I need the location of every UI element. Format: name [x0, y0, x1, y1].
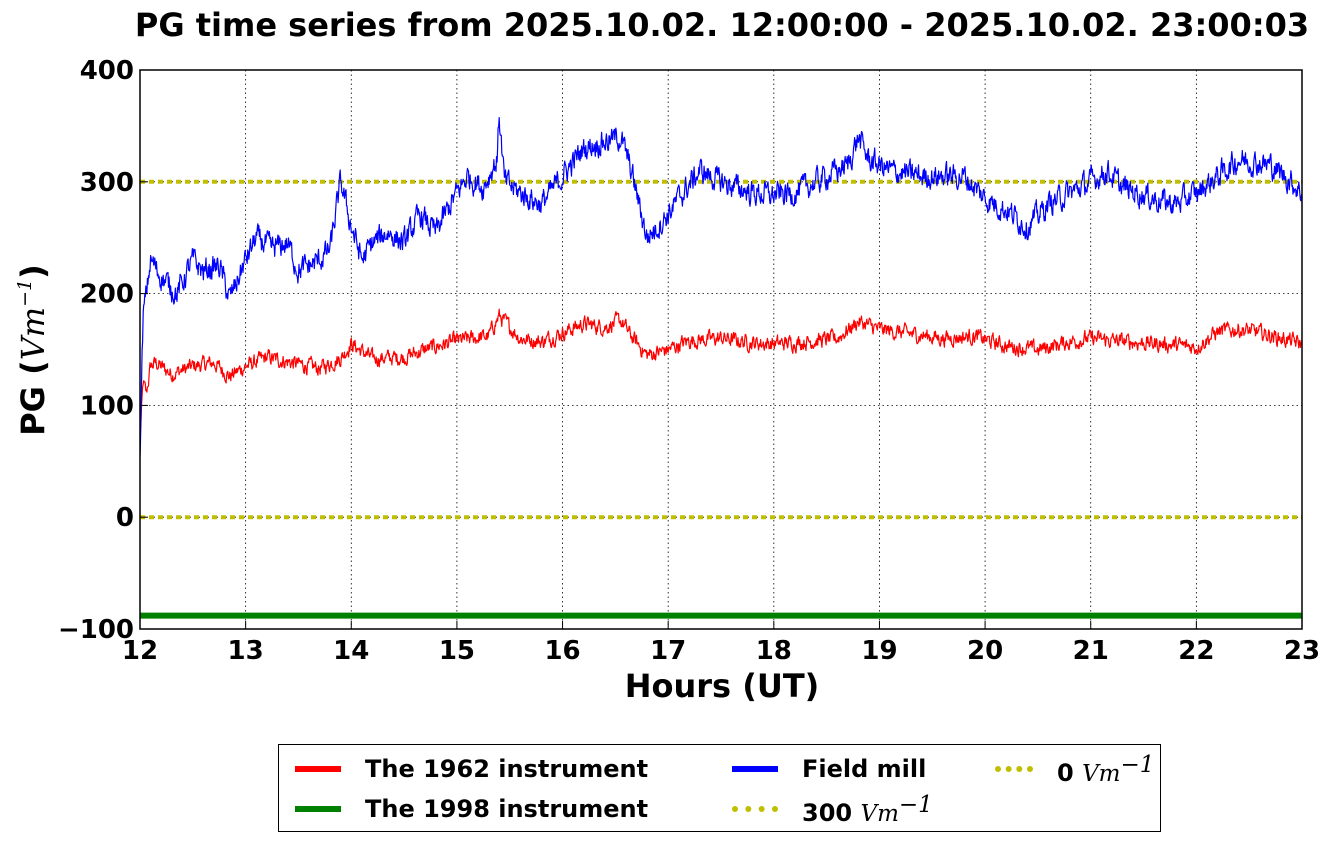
- y-axis-label-close: ): [14, 264, 52, 279]
- legend-swatch-field-mill: [732, 766, 778, 772]
- plot-frame: [139, 69, 1303, 630]
- legend-label-field-mill: Field mill: [802, 755, 927, 783]
- series-line-2: [140, 117, 1302, 458]
- y-tick-label: 300: [80, 168, 134, 198]
- legend-swatch-1962: [295, 766, 341, 772]
- y-tick-label: 200: [80, 280, 134, 310]
- x-tick-label: 17: [650, 636, 686, 666]
- y-tick-label: 0: [116, 503, 134, 533]
- legend-item-1998: The 1998 instrument: [295, 789, 648, 829]
- legend-label-300: 300 Vm−1: [802, 791, 933, 827]
- x-tick-label: 15: [439, 636, 475, 666]
- legend: The 1962 instrument The 1998 instrument …: [278, 744, 1161, 832]
- reference-lines: [140, 179, 1302, 520]
- x-axis-label: Hours (UT): [625, 667, 820, 705]
- y-axis-label-text: PG (: [14, 360, 52, 435]
- series-group: [140, 117, 1302, 619]
- grid-lines: [140, 70, 1302, 629]
- x-tick-label: 14: [333, 636, 369, 666]
- y-tick-label: 400: [80, 56, 134, 86]
- chart-title: PG time series from 2025.10.02. 12:00:00…: [135, 6, 1309, 44]
- x-axis-ticks: 12 13 14 15 16 17 18 19 20 21 22 23: [122, 621, 1320, 666]
- legend-label-1962: The 1962 instrument: [365, 755, 649, 783]
- y-tick-label: −100: [58, 615, 134, 645]
- x-tick-label: 16: [544, 636, 580, 666]
- x-tick-label: 23: [1284, 636, 1320, 666]
- x-tick-label: 20: [967, 636, 1003, 666]
- series-line-0: [140, 308, 1302, 438]
- legend-swatch-300: [732, 806, 778, 812]
- legend-item-1962: The 1962 instrument: [295, 749, 648, 789]
- x-tick-label: 21: [1073, 636, 1109, 666]
- y-axis-label: PG (Vm−1): [14, 264, 52, 436]
- y-axis-label-exponent: −1: [14, 279, 36, 307]
- legend-label-0: 0 Vm−1: [1057, 751, 1155, 787]
- legend-label-1998: The 1998 instrument: [365, 795, 649, 823]
- x-tick-label: 13: [228, 636, 264, 666]
- y-axis-ticks: −100 0 100 200 300 400: [58, 56, 148, 645]
- y-tick-label: 100: [80, 391, 134, 421]
- legend-item-0: 0 Vm−1: [995, 749, 1154, 789]
- legend-swatch-1998: [295, 806, 341, 812]
- x-tick-label: 18: [756, 636, 792, 666]
- legend-item-field-mill: Field mill: [732, 749, 926, 789]
- x-tick-label: 22: [1178, 636, 1214, 666]
- legend-swatch-0: [995, 766, 1033, 772]
- x-tick-label: 12: [122, 636, 158, 666]
- y-axis-label-unit: Vm: [14, 307, 52, 360]
- legend-item-300: 300 Vm−1: [732, 789, 933, 829]
- x-tick-label: 19: [861, 636, 897, 666]
